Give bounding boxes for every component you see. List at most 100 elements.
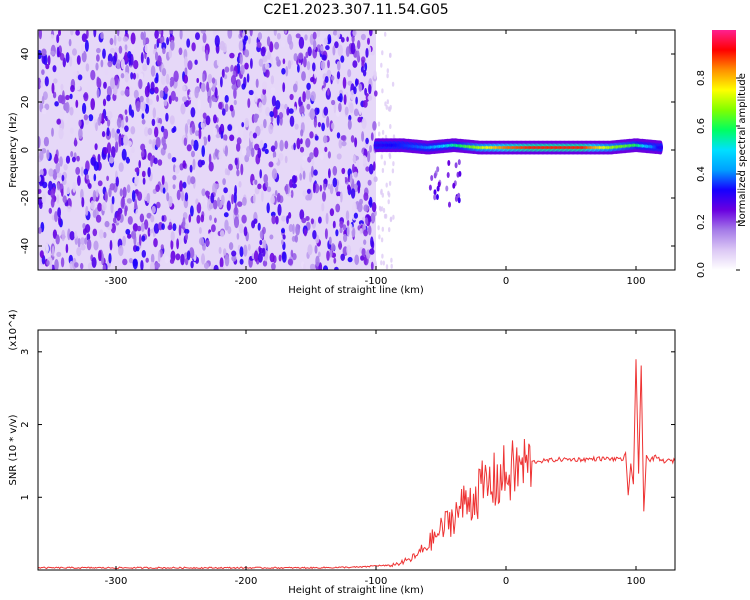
heatmap-cell bbox=[284, 155, 288, 164]
heatmap-cell bbox=[328, 168, 331, 179]
heatmap-cell bbox=[81, 197, 85, 208]
heatmap-cell bbox=[260, 124, 264, 131]
heatmap-cell bbox=[229, 134, 235, 142]
heatmap-cell bbox=[269, 234, 274, 240]
heatmap-cell bbox=[201, 253, 205, 265]
heatmap-cell bbox=[344, 106, 349, 116]
heatmap-cell bbox=[66, 205, 72, 213]
colorbar-tick-label: 0.4 bbox=[696, 166, 707, 182]
heatmap-cell bbox=[147, 167, 151, 178]
heatmap-cell bbox=[90, 98, 95, 111]
heatmap-cell bbox=[259, 239, 263, 246]
heatmap-cell bbox=[198, 227, 202, 234]
heatmap-cell bbox=[253, 218, 258, 224]
snr-x-tick-label: 100 bbox=[626, 576, 645, 587]
heatmap-cell bbox=[70, 30, 74, 36]
heatmap-cell bbox=[236, 233, 240, 240]
heatmap-cell bbox=[312, 31, 317, 40]
heatmap-cell bbox=[138, 78, 143, 90]
heatmap-cell bbox=[274, 190, 278, 196]
heatmap-cell bbox=[69, 93, 73, 100]
heatmap-cell bbox=[209, 96, 212, 109]
heatmap-cell bbox=[341, 167, 346, 175]
heatmap-cell bbox=[228, 242, 234, 251]
heatmap-cell bbox=[367, 179, 372, 186]
heatmap-cell bbox=[336, 191, 342, 197]
heatmap-cell bbox=[296, 137, 301, 150]
heatmap-cell bbox=[197, 247, 200, 254]
heatmap-cell bbox=[269, 111, 274, 118]
heatmap-cell bbox=[223, 134, 228, 142]
heatmap-cell bbox=[132, 223, 138, 232]
heatmap-cell bbox=[238, 223, 244, 234]
heatmap-cell bbox=[305, 51, 309, 58]
heatmap-cell bbox=[219, 266, 225, 270]
heatmap-cell bbox=[187, 60, 193, 71]
heatmap-cell bbox=[383, 160, 386, 166]
heatmap-cell bbox=[130, 109, 135, 118]
heatmap-cell bbox=[265, 106, 270, 117]
heatmap-cell bbox=[56, 118, 61, 125]
heatmap-cell bbox=[285, 183, 289, 195]
heatmap-cell bbox=[65, 183, 71, 195]
heatmap-cell bbox=[75, 99, 79, 108]
heatmap-cell bbox=[64, 252, 68, 262]
heatmap-cell bbox=[109, 239, 113, 251]
heatmap-cell bbox=[350, 135, 355, 143]
heatmap-cell bbox=[390, 257, 393, 263]
heatmap-cell bbox=[129, 85, 134, 98]
heatmap-cell bbox=[155, 136, 161, 148]
heatmap-cell bbox=[339, 220, 344, 229]
heatmap-cell bbox=[346, 244, 352, 256]
heatmap-cell bbox=[139, 73, 144, 80]
heatmap-cell bbox=[144, 85, 150, 98]
heatmap-cell bbox=[120, 58, 125, 70]
heatmap-cell bbox=[319, 152, 324, 161]
heatmap-cell bbox=[351, 226, 356, 238]
heatmap-cell bbox=[48, 168, 54, 177]
heatmap-cell bbox=[212, 199, 218, 210]
heatmap-cell bbox=[196, 78, 199, 83]
heatmap-cell bbox=[350, 188, 356, 199]
heatmap-cell bbox=[74, 262, 79, 268]
heatmap-cell bbox=[157, 250, 161, 263]
heatmap-cell bbox=[79, 172, 85, 181]
heatmap-cell bbox=[124, 44, 128, 51]
heatmap-cell bbox=[170, 39, 175, 51]
heatmap-cell bbox=[85, 63, 90, 72]
colorbar-tick-label: 0.2 bbox=[696, 214, 707, 230]
heatmap-cell bbox=[320, 60, 326, 70]
heatmap-cell bbox=[39, 150, 44, 161]
heatmap-cell bbox=[196, 214, 201, 224]
heatmap-cell bbox=[102, 98, 107, 107]
heatmap-cell bbox=[300, 129, 304, 137]
heatmap-cell bbox=[185, 232, 189, 241]
heatmap-cell bbox=[268, 161, 274, 168]
heatmap-cell bbox=[38, 30, 42, 40]
heatmap-cell bbox=[349, 173, 353, 185]
heatmap-cell bbox=[363, 229, 368, 237]
heatmap-cell bbox=[48, 180, 53, 191]
heatmap-cell bbox=[362, 155, 367, 165]
heatmap-cell bbox=[284, 223, 288, 234]
heatmap-cell bbox=[229, 104, 234, 112]
heatmap-cell bbox=[87, 183, 92, 189]
heatmap-cell bbox=[190, 205, 194, 217]
heatmap-cell bbox=[120, 197, 125, 209]
heatmap-cell bbox=[255, 78, 259, 89]
heatmap-cell bbox=[38, 176, 42, 182]
heatmap-cell bbox=[331, 122, 335, 130]
heatmap-cell bbox=[41, 107, 47, 115]
heatmap-cell bbox=[359, 228, 364, 235]
heatmap-cell bbox=[378, 234, 381, 240]
heatmap-cell bbox=[350, 42, 356, 55]
heatmap-cell bbox=[81, 50, 87, 63]
heatmap-cell bbox=[141, 119, 146, 125]
heatmap-cell bbox=[257, 32, 263, 41]
heatmap-cell bbox=[138, 234, 142, 246]
heatmap-cell bbox=[266, 202, 270, 214]
heatmap-cell bbox=[388, 227, 391, 233]
heatmap-cell bbox=[184, 257, 189, 266]
heatmap-cell bbox=[353, 86, 357, 95]
heatmap-cell bbox=[122, 36, 129, 42]
